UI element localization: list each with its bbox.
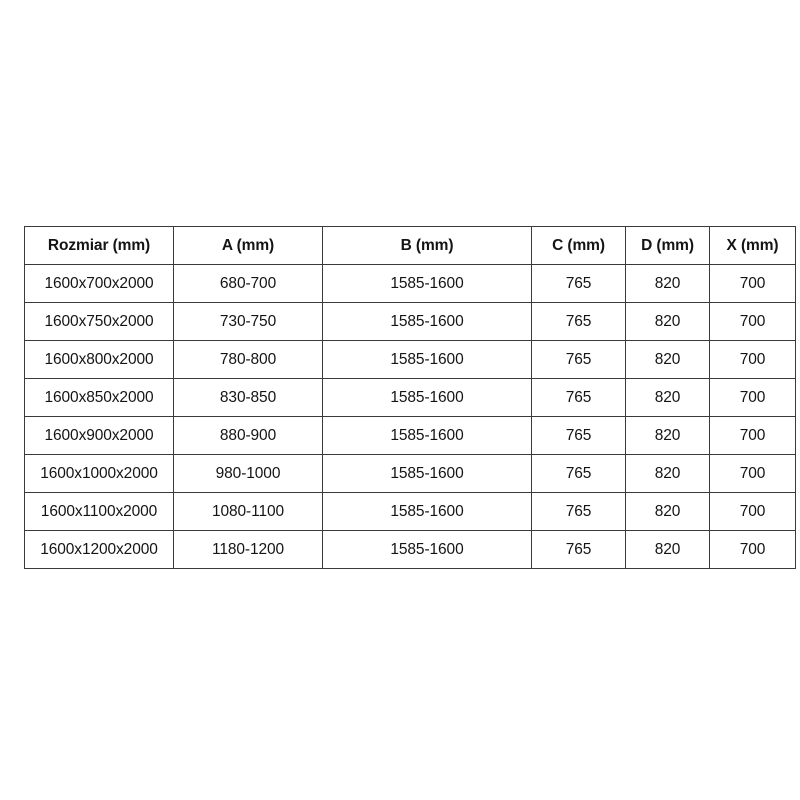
cell-x: 700 <box>709 378 796 417</box>
cell-d: 820 <box>625 378 710 417</box>
cell-c: 765 <box>531 416 626 455</box>
table-row: 1600x850x2000 830-850 1585-1600 765 820 … <box>24 378 796 417</box>
cell-b: 1585-1600 <box>322 264 532 303</box>
table-row: 1600x1100x2000 1080-1100 1585-1600 765 8… <box>24 492 796 531</box>
column-header-a: A (mm) <box>173 226 323 265</box>
cell-x: 700 <box>709 264 796 303</box>
cell-d: 820 <box>625 340 710 379</box>
cell-a: 1180-1200 <box>173 530 323 569</box>
cell-c: 765 <box>531 378 626 417</box>
table-row: 1600x700x2000 680-700 1585-1600 765 820 … <box>24 264 796 303</box>
column-header-b: B (mm) <box>322 226 532 265</box>
cell-a: 980-1000 <box>173 454 323 493</box>
column-header-x: X (mm) <box>709 226 796 265</box>
cell-b: 1585-1600 <box>322 340 532 379</box>
cell-a: 880-900 <box>173 416 323 455</box>
column-header-d: D (mm) <box>625 226 710 265</box>
cell-b: 1585-1600 <box>322 302 532 341</box>
specification-table-container: Rozmiar (mm) A (mm) B (mm) C (mm) D (mm)… <box>24 226 796 569</box>
table-row: 1600x800x2000 780-800 1585-1600 765 820 … <box>24 340 796 379</box>
specification-table: Rozmiar (mm) A (mm) B (mm) C (mm) D (mm)… <box>24 226 796 569</box>
cell-d: 820 <box>625 264 710 303</box>
cell-d: 820 <box>625 492 710 531</box>
cell-x: 700 <box>709 492 796 531</box>
table-row: 1600x1200x2000 1180-1200 1585-1600 765 8… <box>24 530 796 569</box>
cell-rozmiar: 1600x1100x2000 <box>24 492 174 531</box>
cell-b: 1585-1600 <box>322 454 532 493</box>
cell-rozmiar: 1600x1000x2000 <box>24 454 174 493</box>
table-body: 1600x700x2000 680-700 1585-1600 765 820 … <box>24 264 796 569</box>
cell-rozmiar: 1600x850x2000 <box>24 378 174 417</box>
cell-d: 820 <box>625 530 710 569</box>
cell-x: 700 <box>709 530 796 569</box>
table-header-row: Rozmiar (mm) A (mm) B (mm) C (mm) D (mm)… <box>24 226 796 265</box>
cell-b: 1585-1600 <box>322 378 532 417</box>
cell-rozmiar: 1600x750x2000 <box>24 302 174 341</box>
cell-rozmiar: 1600x800x2000 <box>24 340 174 379</box>
column-header-c: C (mm) <box>531 226 626 265</box>
cell-b: 1585-1600 <box>322 492 532 531</box>
cell-x: 700 <box>709 416 796 455</box>
cell-rozmiar: 1600x900x2000 <box>24 416 174 455</box>
cell-d: 820 <box>625 302 710 341</box>
cell-x: 700 <box>709 302 796 341</box>
cell-a: 830-850 <box>173 378 323 417</box>
cell-c: 765 <box>531 454 626 493</box>
cell-c: 765 <box>531 264 626 303</box>
cell-rozmiar: 1600x1200x2000 <box>24 530 174 569</box>
cell-b: 1585-1600 <box>322 530 532 569</box>
cell-d: 820 <box>625 454 710 493</box>
table-row: 1600x750x2000 730-750 1585-1600 765 820 … <box>24 302 796 341</box>
cell-d: 820 <box>625 416 710 455</box>
table-row: 1600x1000x2000 980-1000 1585-1600 765 82… <box>24 454 796 493</box>
cell-b: 1585-1600 <box>322 416 532 455</box>
table-row: 1600x900x2000 880-900 1585-1600 765 820 … <box>24 416 796 455</box>
cell-a: 730-750 <box>173 302 323 341</box>
cell-c: 765 <box>531 302 626 341</box>
cell-a: 1080-1100 <box>173 492 323 531</box>
cell-x: 700 <box>709 340 796 379</box>
cell-rozmiar: 1600x700x2000 <box>24 264 174 303</box>
table-header: Rozmiar (mm) A (mm) B (mm) C (mm) D (mm)… <box>24 226 796 265</box>
cell-c: 765 <box>531 530 626 569</box>
cell-a: 780-800 <box>173 340 323 379</box>
cell-c: 765 <box>531 492 626 531</box>
cell-a: 680-700 <box>173 264 323 303</box>
cell-x: 700 <box>709 454 796 493</box>
cell-c: 765 <box>531 340 626 379</box>
column-header-rozmiar: Rozmiar (mm) <box>24 226 174 265</box>
